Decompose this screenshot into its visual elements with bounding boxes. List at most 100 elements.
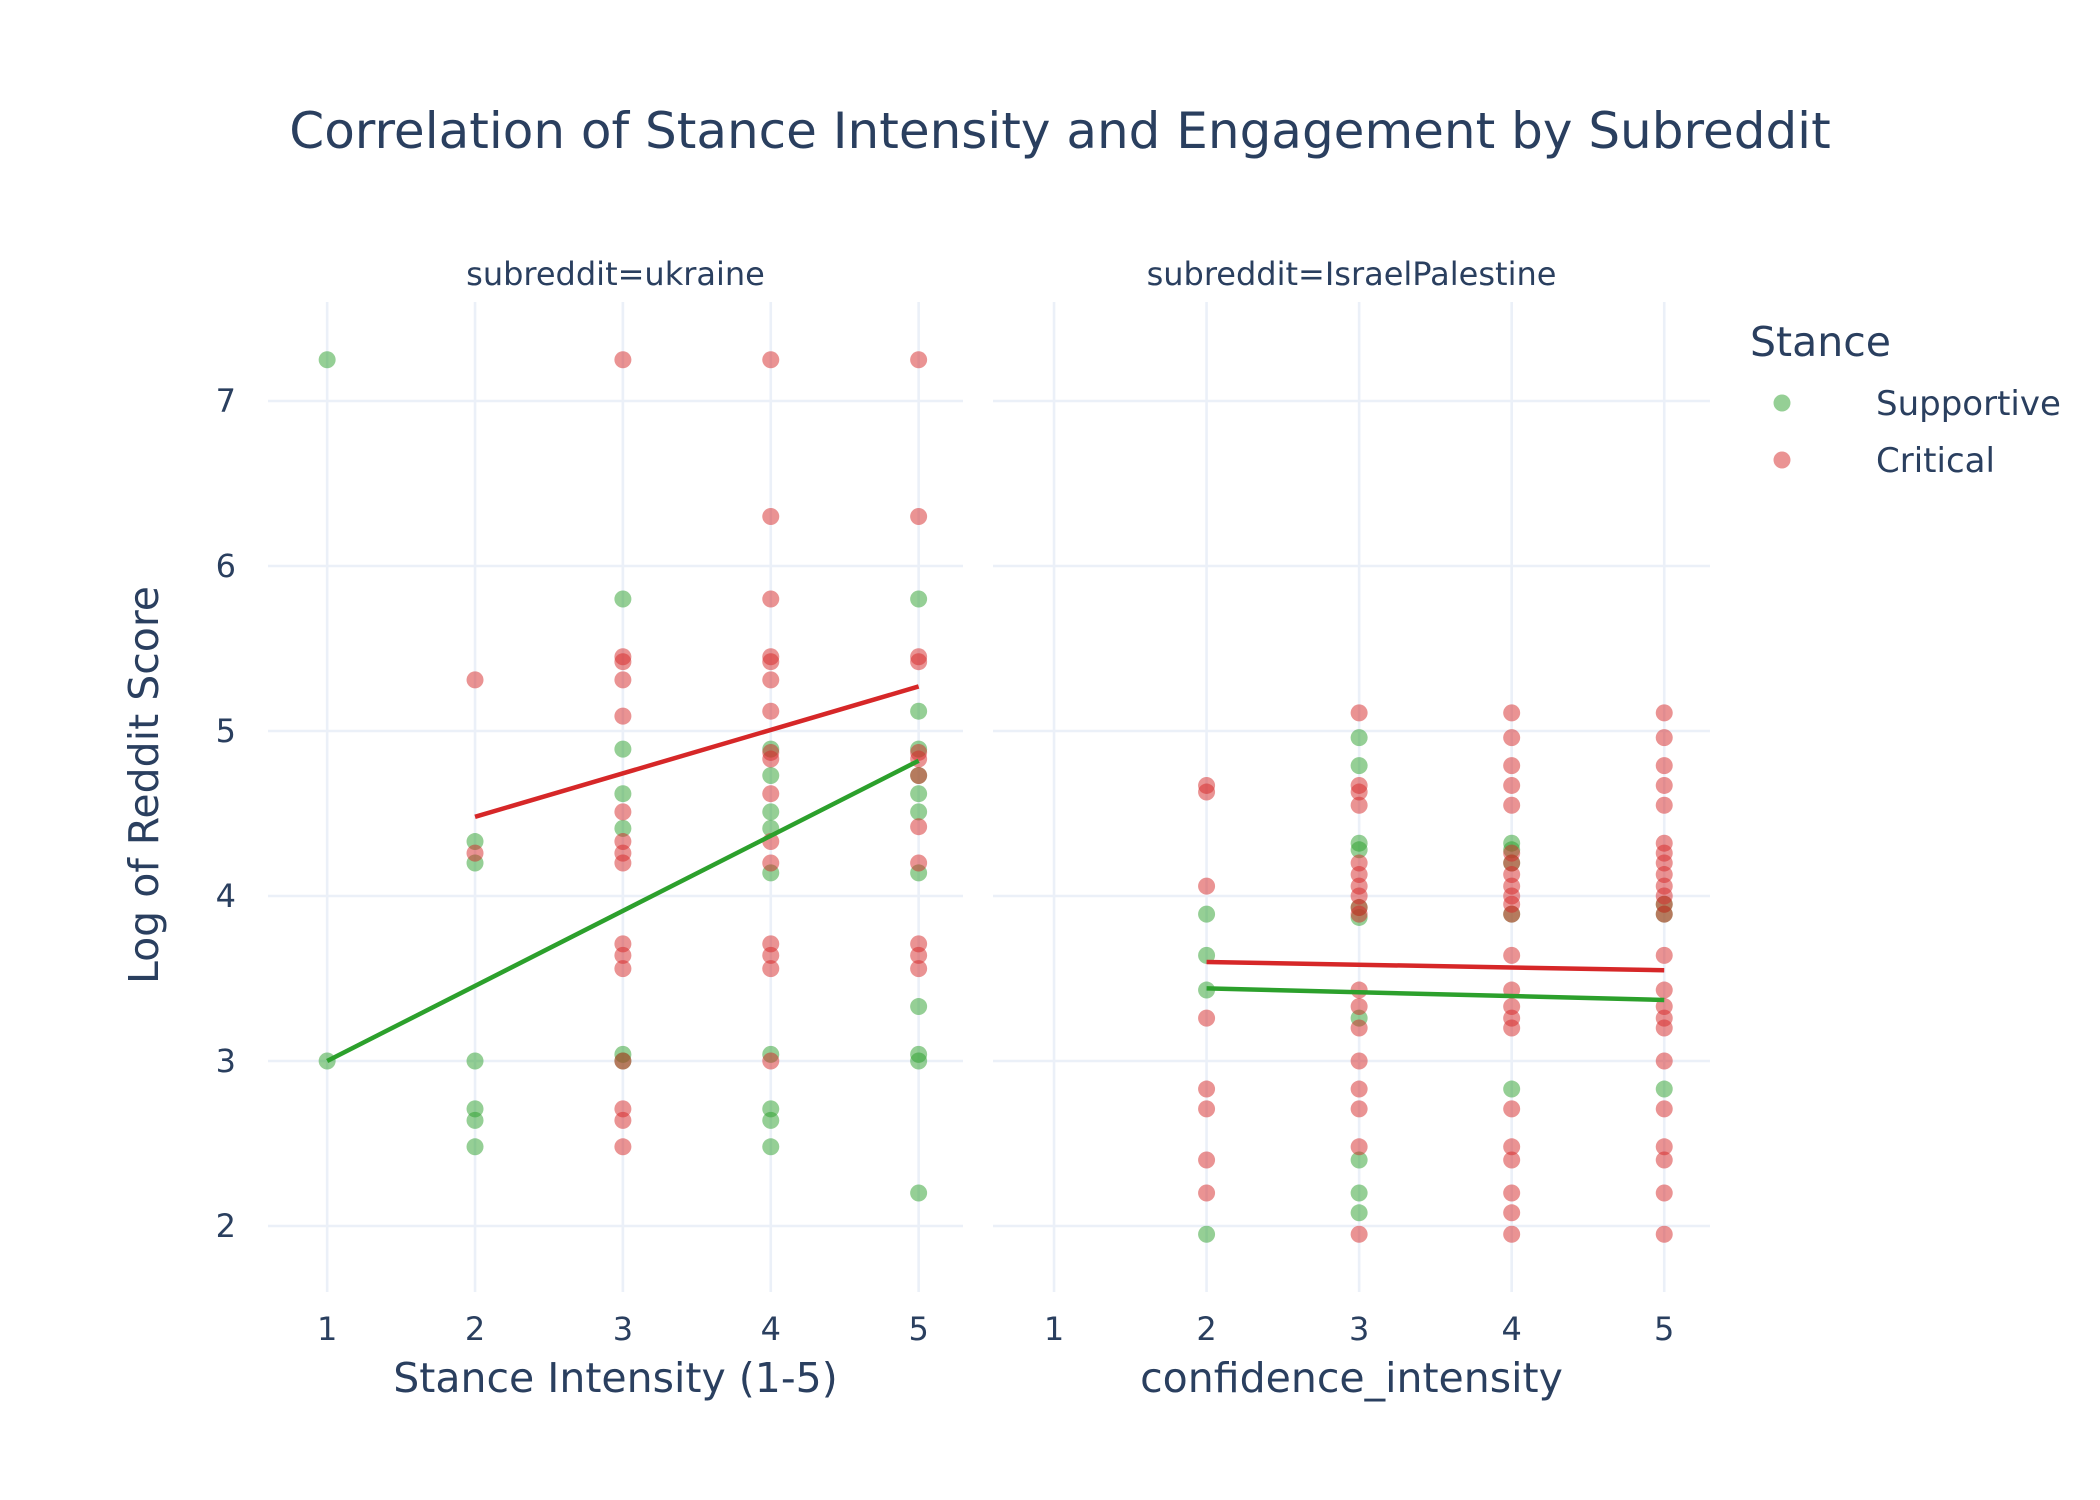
legend-label-supportive: Supportive bbox=[1876, 384, 2061, 424]
data-point bbox=[1655, 981, 1673, 999]
data-point bbox=[614, 653, 632, 671]
facet-panels: subreddit=ukraine 1 2 3 4 5 2 3 4 5 6 7 Stance Inten… bbox=[216, 255, 1710, 1402]
data-point bbox=[1198, 877, 1216, 895]
data-point bbox=[614, 803, 632, 821]
legend-marker-supportive bbox=[1773, 394, 1791, 412]
data-point bbox=[466, 844, 484, 862]
data-point bbox=[1655, 757, 1673, 775]
data-point bbox=[1503, 1204, 1521, 1222]
x-tick-label: 2 bbox=[465, 1310, 485, 1348]
data-point bbox=[910, 946, 928, 964]
data-point bbox=[614, 1138, 632, 1156]
data-point bbox=[614, 946, 632, 964]
legend-title: Stance bbox=[1750, 318, 1891, 366]
data-point bbox=[1198, 1184, 1216, 1202]
data-point bbox=[1655, 905, 1673, 923]
data-point bbox=[1503, 905, 1521, 923]
x-tick-label: 5 bbox=[1654, 1310, 1674, 1348]
data-point bbox=[1350, 1184, 1368, 1202]
data-point bbox=[762, 960, 780, 978]
data-point bbox=[1655, 729, 1673, 747]
data-point bbox=[762, 702, 780, 720]
y-tick-label: 2 bbox=[216, 1207, 236, 1245]
data-point bbox=[1350, 841, 1368, 859]
data-point bbox=[614, 740, 632, 758]
data-point bbox=[910, 653, 928, 671]
series-supportive bbox=[1198, 729, 1673, 1243]
data-point bbox=[614, 819, 632, 837]
data-point bbox=[762, 653, 780, 671]
data-point bbox=[1350, 1080, 1368, 1098]
data-point bbox=[1655, 1052, 1673, 1070]
data-point bbox=[762, 767, 780, 785]
data-point bbox=[1655, 1151, 1673, 1169]
trend-line-supportive bbox=[1206, 986, 1665, 1003]
data-point bbox=[1350, 704, 1368, 722]
data-point bbox=[614, 785, 632, 803]
data-point bbox=[762, 750, 780, 768]
data-point bbox=[614, 590, 632, 608]
facet-label: subreddit=ukraine bbox=[466, 255, 765, 293]
data-point bbox=[1350, 783, 1368, 801]
data-point bbox=[1655, 1100, 1673, 1118]
facet-label: subreddit=IsraelPalestine bbox=[1147, 255, 1557, 293]
data-point bbox=[1198, 1225, 1216, 1243]
legend: Stance Supportive Critical bbox=[1750, 318, 2061, 481]
data-point bbox=[1503, 729, 1521, 747]
data-point bbox=[910, 960, 928, 978]
data-point bbox=[466, 1052, 484, 1070]
data-point bbox=[1350, 1204, 1368, 1222]
data-point bbox=[1350, 1138, 1368, 1156]
data-point bbox=[762, 590, 780, 608]
trend-line-critical bbox=[474, 684, 920, 819]
data-point bbox=[762, 508, 780, 525]
series-critical bbox=[466, 351, 928, 1156]
y-tick-label: 5 bbox=[216, 712, 236, 750]
data-point bbox=[1503, 1151, 1521, 1169]
data-point bbox=[1655, 796, 1673, 814]
data-point bbox=[1503, 757, 1521, 775]
x-tick-label: 3 bbox=[1349, 1310, 1369, 1348]
series-critical bbox=[1198, 704, 1673, 1243]
y-tick-label: 3 bbox=[216, 1042, 236, 1080]
data-point bbox=[762, 1052, 780, 1070]
data-point bbox=[910, 818, 928, 836]
data-point bbox=[1198, 783, 1216, 801]
data-point bbox=[614, 1052, 632, 1070]
trend-line-critical bbox=[1206, 959, 1665, 973]
data-point bbox=[1655, 1138, 1673, 1156]
data-point bbox=[614, 960, 632, 978]
data-point bbox=[762, 351, 780, 369]
data-point bbox=[1655, 1019, 1673, 1037]
legend-label-critical: Critical bbox=[1876, 441, 1995, 481]
facet-panel-2: subreddit=IsraelPalestine 1 2 3 4 5 confidence… bbox=[993, 255, 1710, 1402]
data-point bbox=[910, 803, 928, 821]
data-point bbox=[910, 767, 928, 785]
data-point bbox=[1350, 1052, 1368, 1070]
chart-title: Correlation of Stance Intensity and Enga… bbox=[289, 102, 1830, 160]
data-point bbox=[1503, 1019, 1521, 1037]
data-point bbox=[762, 1111, 780, 1129]
data-point bbox=[1350, 1100, 1368, 1118]
data-point bbox=[1198, 1100, 1216, 1118]
data-point bbox=[910, 785, 928, 803]
data-point bbox=[1198, 946, 1216, 964]
x-tick-label: 4 bbox=[761, 1310, 781, 1348]
y-tick-label: 7 bbox=[216, 382, 236, 420]
legend-items: Supportive Critical bbox=[1773, 384, 2061, 481]
x-tick-label: 2 bbox=[1196, 1310, 1216, 1348]
data-point bbox=[1655, 1184, 1673, 1202]
data-point bbox=[1350, 905, 1368, 923]
data-point bbox=[1198, 1151, 1216, 1169]
data-point bbox=[1503, 1100, 1521, 1118]
data-point bbox=[318, 351, 336, 369]
data-point bbox=[762, 854, 780, 872]
y-axis-label: Log of Reddit Score bbox=[120, 586, 168, 984]
x-tick-label: 3 bbox=[613, 1310, 633, 1348]
data-point bbox=[466, 1111, 484, 1129]
data-point bbox=[910, 702, 928, 720]
data-point bbox=[1198, 905, 1216, 923]
data-point bbox=[910, 998, 928, 1016]
data-point bbox=[1350, 729, 1368, 747]
